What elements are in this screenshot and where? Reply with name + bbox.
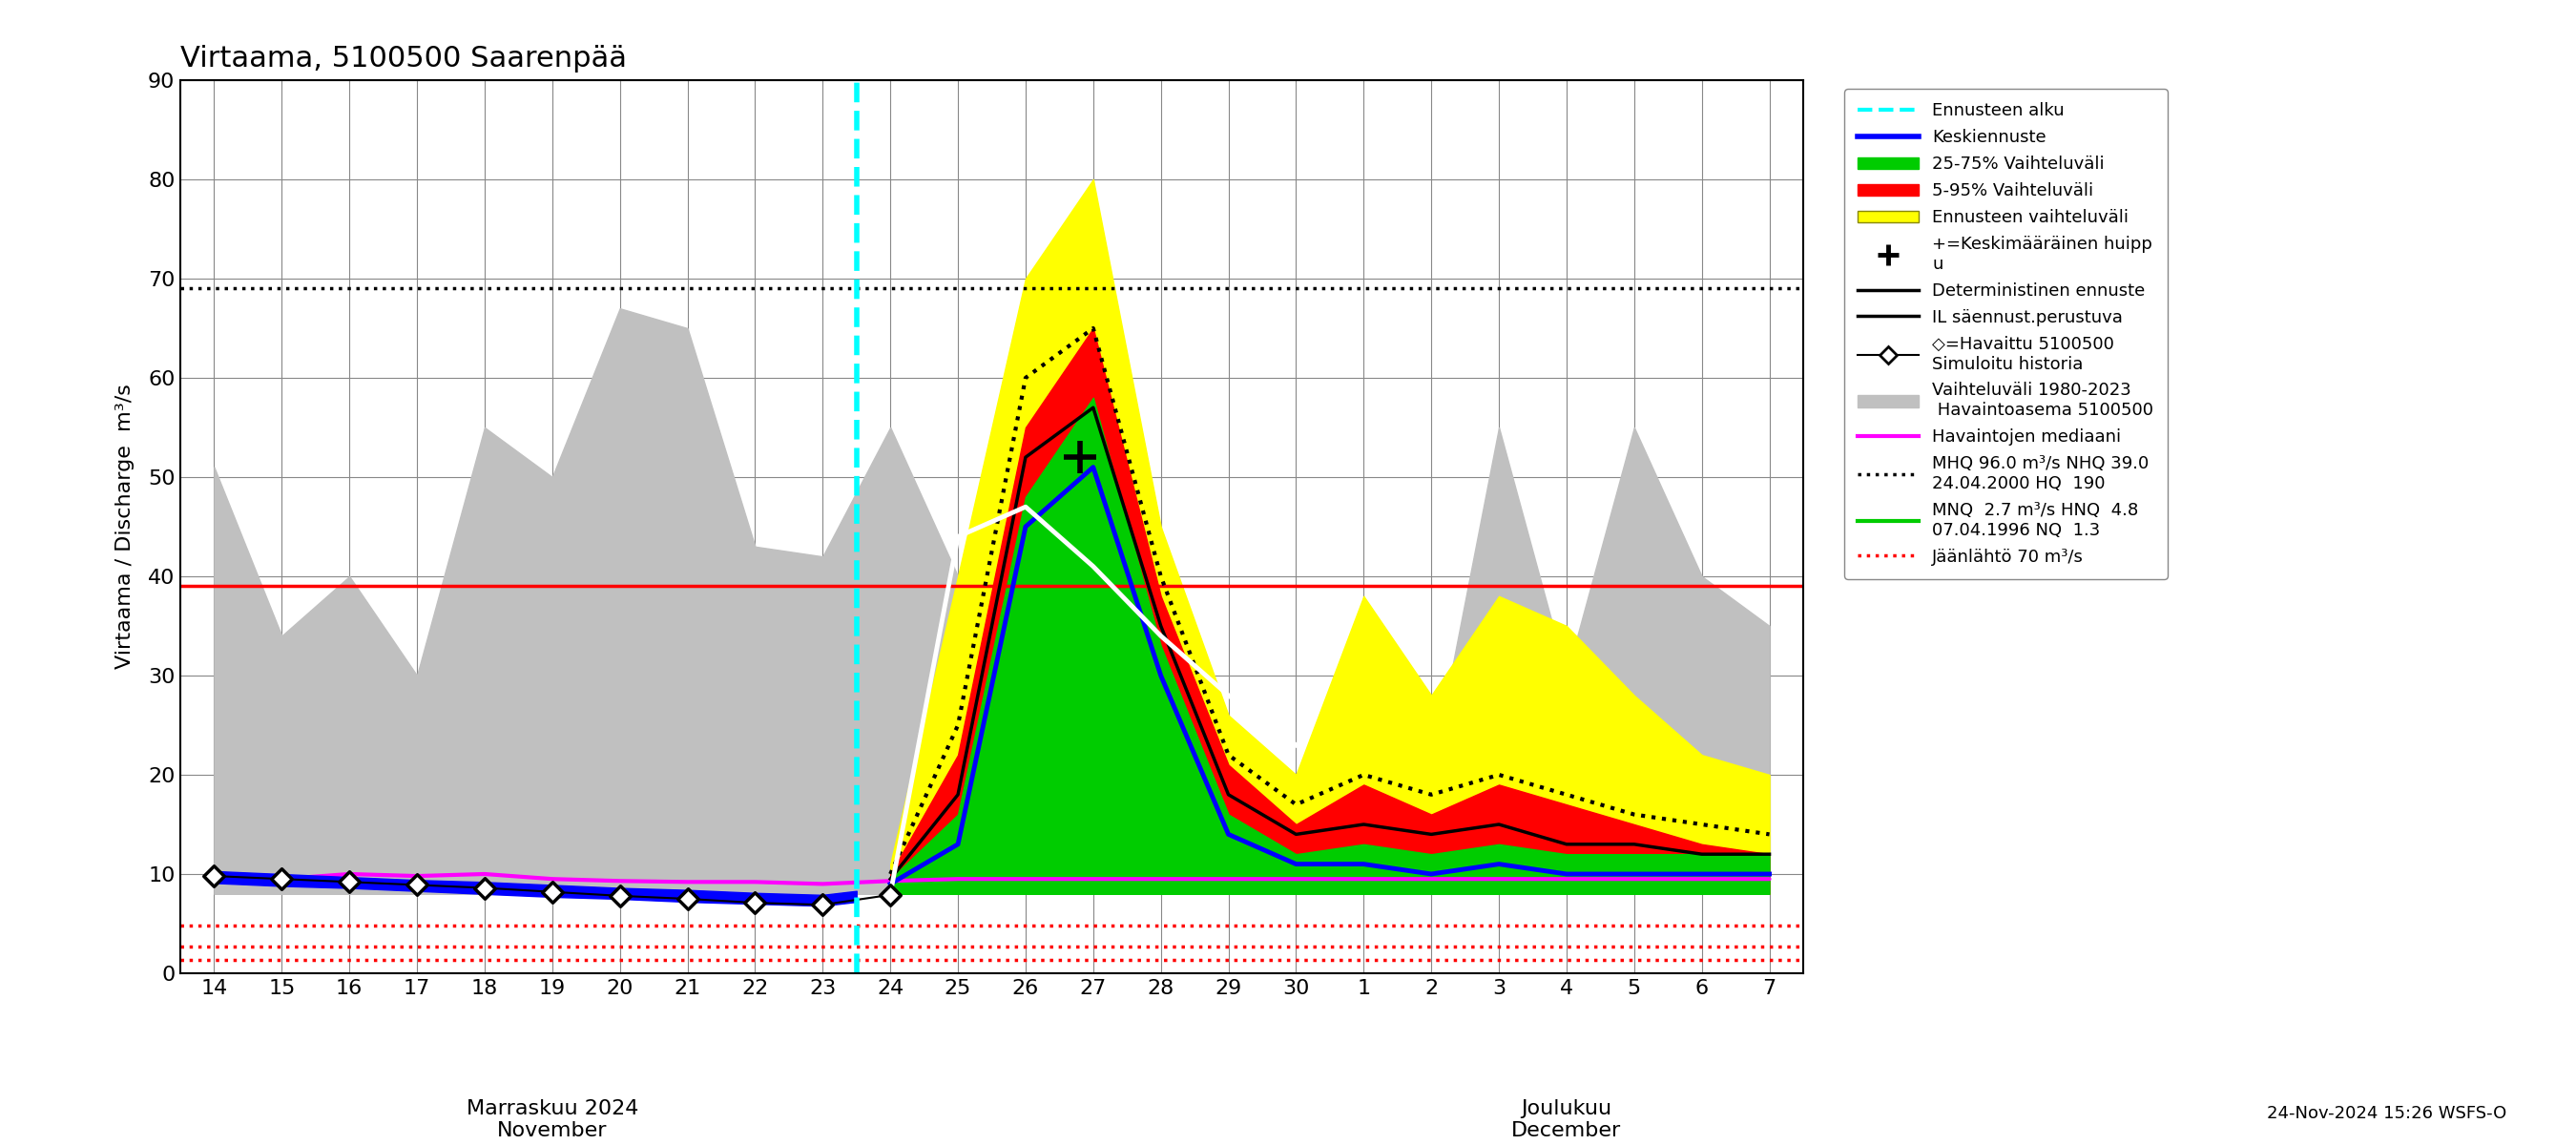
Point [871, 886, 912, 905]
Point [260, 870, 301, 889]
Point [531, 883, 572, 901]
Y-axis label: Virtaama / Discharge  m³/s: Virtaama / Discharge m³/s [116, 384, 134, 670]
Text: Joulukuu
December: Joulukuu December [1512, 1099, 1620, 1140]
Point [330, 872, 371, 891]
Point [734, 893, 775, 911]
Point [667, 890, 708, 908]
Point [801, 895, 842, 914]
Legend: Ennusteen alku, Keskiennuste, 25-75% Vaihteluväli, 5-95% Vaihteluväli, Ennusteen: Ennusteen alku, Keskiennuste, 25-75% Vai… [1844, 89, 2166, 579]
Point [464, 878, 505, 897]
Point [397, 876, 438, 894]
Text: 24-Nov-2024 15:26 WSFS-O: 24-Nov-2024 15:26 WSFS-O [2267, 1105, 2506, 1122]
Text: Virtaama, 5100500 Saarenpää: Virtaama, 5100500 Saarenpää [180, 45, 626, 72]
Point [600, 886, 641, 905]
Text: Marraskuu 2024
November: Marraskuu 2024 November [466, 1099, 639, 1140]
Point [193, 867, 234, 885]
